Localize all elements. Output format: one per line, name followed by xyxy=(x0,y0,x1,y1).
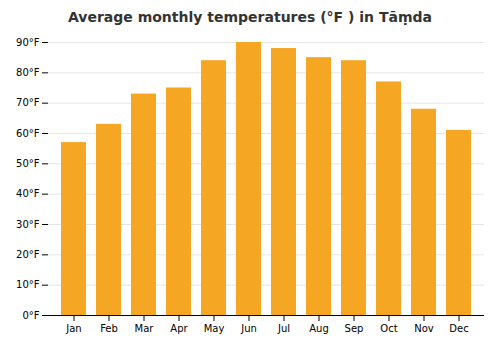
svg-text:20°F: 20°F xyxy=(16,249,40,260)
svg-text:Aug: Aug xyxy=(309,323,329,334)
svg-text:Sep: Sep xyxy=(345,323,364,334)
svg-text:Mar: Mar xyxy=(135,323,155,334)
svg-text:70°F: 70°F xyxy=(16,97,40,108)
svg-text:Oct: Oct xyxy=(380,323,397,334)
svg-text:Dec: Dec xyxy=(449,323,468,334)
svg-text:May: May xyxy=(204,323,225,334)
svg-text:Nov: Nov xyxy=(414,323,434,334)
svg-text:10°F: 10°F xyxy=(16,279,40,290)
svg-text:30°F: 30°F xyxy=(16,219,40,230)
svg-text:Jan: Jan xyxy=(65,323,81,334)
svg-text:Jul: Jul xyxy=(277,323,290,334)
svg-text:90°F: 90°F xyxy=(16,37,40,48)
svg-text:80°F: 80°F xyxy=(16,67,40,78)
svg-text:Jun: Jun xyxy=(240,323,257,334)
svg-text:0°F: 0°F xyxy=(22,310,39,321)
svg-text:Feb: Feb xyxy=(100,323,118,334)
html-text:Average monthly temperatures (: Average monthly temperatures (°F ) in Tā… xyxy=(68,9,432,25)
svg-text:60°F: 60°F xyxy=(16,128,40,139)
svg-text:Apr: Apr xyxy=(170,323,188,334)
svg-text:50°F: 50°F xyxy=(16,158,40,169)
svg-text:40°F: 40°F xyxy=(16,188,40,199)
